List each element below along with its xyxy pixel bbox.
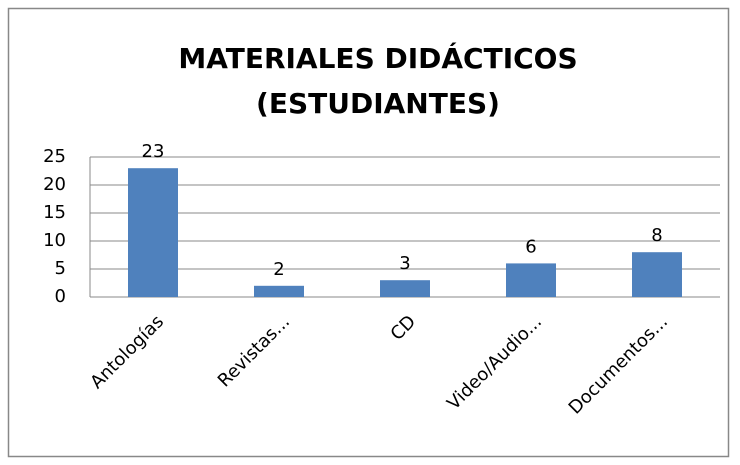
data-label: 3 — [399, 253, 410, 274]
bar — [128, 168, 178, 297]
bar — [254, 285, 304, 297]
data-label: 2 — [273, 259, 284, 280]
chart-title: (ESTUDIANTES) — [256, 87, 500, 120]
bar — [380, 280, 430, 297]
y-tick-label: 0 — [55, 286, 66, 307]
y-tick-label: 15 — [43, 202, 66, 223]
bar — [632, 252, 682, 297]
data-label: 6 — [525, 236, 536, 257]
chart-border — [7, 7, 730, 458]
y-tick-label: 25 — [43, 146, 66, 167]
y-tick-label: 10 — [43, 230, 66, 251]
chart-title: MATERIALES DIDÁCTICOS — [178, 41, 577, 75]
data-label: 23 — [142, 141, 165, 162]
y-tick-label: 5 — [55, 258, 66, 279]
bar — [506, 263, 556, 297]
data-label: 8 — [651, 225, 662, 246]
y-tick-label: 20 — [43, 174, 66, 195]
